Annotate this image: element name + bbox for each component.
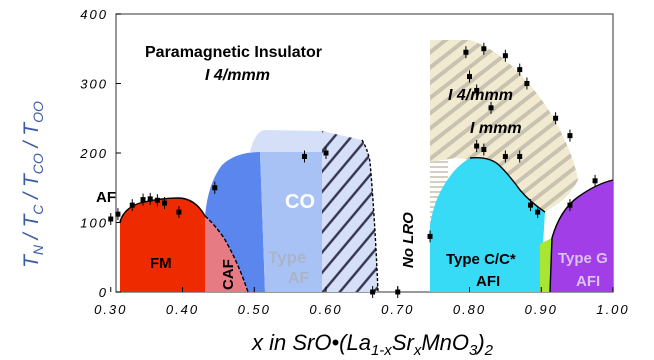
caf-boundary [204, 215, 249, 293]
label-no-lro: No LRO [400, 212, 417, 268]
data-point [488, 105, 494, 111]
label-type-af-1: Type [268, 248, 306, 267]
data-point [481, 46, 487, 52]
y-axis-label: TN / TC / TCO / TOO [20, 101, 46, 268]
data-point [553, 115, 559, 121]
label-i4mmm: I 4/mmm [205, 67, 270, 84]
data-point [474, 87, 480, 93]
data-point [567, 133, 573, 139]
x-tick-label: 0.90 [525, 302, 558, 317]
data-point [301, 153, 307, 159]
data-point [502, 53, 508, 59]
label-fm: FM [150, 255, 172, 272]
x-tick-label: 0.50 [238, 302, 271, 317]
x-tick-label: 0.60 [309, 302, 342, 317]
label-immm: I mmm [470, 120, 522, 137]
region-type-af [260, 152, 322, 292]
region-tan-hatch [430, 40, 578, 212]
region-co [205, 152, 265, 292]
data-point [502, 153, 508, 159]
label-type-cc-1: Type C/C* [446, 251, 516, 268]
data-point [592, 178, 598, 184]
label-type-af-2: AF [288, 270, 310, 287]
axis-ticks: 0.30 0.40 0.50 0.60 0.70 0.80 0.90 1.00 0 100 200 3… [79, 7, 629, 317]
data-point [527, 202, 533, 208]
data-points [108, 42, 598, 298]
data-point [467, 74, 472, 80]
region-type-cc [430, 157, 545, 292]
y-tick-label: 100 [80, 216, 108, 231]
y-tick-label: 400 [80, 7, 108, 22]
label-type-g-1: Type G [558, 250, 608, 267]
phase-regions [120, 40, 613, 292]
region-co-top [250, 130, 328, 152]
data-point [535, 209, 541, 215]
label-caf: CAF [220, 259, 237, 290]
type-g-boundary [549, 179, 614, 293]
data-point [140, 197, 146, 203]
data-point [395, 289, 401, 295]
x-tick-label: 0.80 [453, 302, 486, 317]
region-fm [120, 198, 205, 292]
region-hatch-dark [322, 131, 378, 292]
label-co: CO [285, 191, 315, 213]
data-point [463, 49, 469, 55]
data-point [524, 81, 530, 86]
x-axis-label: x in SrO•(La1-xSrxMnO3)2 [251, 330, 494, 359]
data-point [370, 289, 376, 295]
x-tick-label: 1.00 [596, 302, 629, 317]
label-paramagnetic: Paramagnetic Insulator [145, 44, 322, 61]
y-tick-label: 300 [80, 77, 108, 92]
y-tick-label: 200 [79, 146, 108, 161]
data-point [212, 185, 218, 191]
x-tick-label: 0.40 [166, 302, 199, 317]
x-tick-label: 0.30 [94, 302, 127, 317]
y-tick-label: 0 [99, 285, 108, 300]
region-green [540, 238, 552, 292]
data-point [517, 67, 523, 73]
data-point [115, 211, 121, 217]
x-tick-label: 0.70 [381, 302, 414, 317]
data-point [108, 216, 114, 222]
data-point [129, 202, 135, 208]
label-type-g-2: AFI [576, 273, 600, 290]
data-point [162, 200, 168, 206]
data-point [147, 196, 153, 202]
region-caf [205, 216, 248, 292]
label-i4mmm-2: I 4/mmm [448, 87, 513, 104]
region-type-g [550, 180, 613, 292]
data-point [323, 150, 329, 156]
label-type-cc-2: AFI [476, 273, 500, 290]
data-point [517, 153, 523, 159]
data-point [154, 197, 160, 203]
data-point [567, 202, 573, 208]
label-af: AF [96, 189, 116, 206]
data-point [176, 209, 182, 215]
data-point [427, 233, 433, 239]
data-point [481, 147, 487, 153]
type-cc-boundary [469, 156, 546, 213]
data-point [474, 143, 480, 149]
